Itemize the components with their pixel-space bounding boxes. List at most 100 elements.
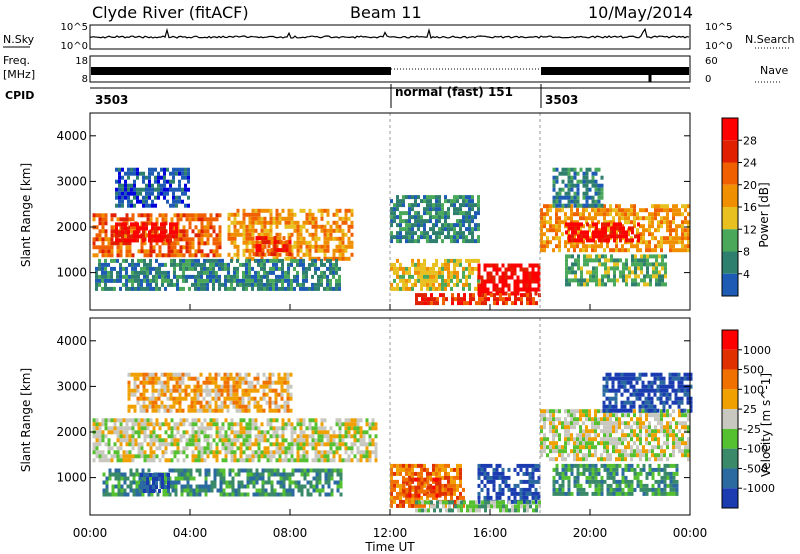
velocity-cell xyxy=(251,442,255,447)
power-cell xyxy=(118,191,121,196)
power-cell xyxy=(595,266,598,271)
power-cell xyxy=(317,236,321,241)
velocity-cell xyxy=(393,499,396,504)
power-cell xyxy=(660,224,663,229)
power-cell xyxy=(583,254,586,259)
power-cell xyxy=(687,204,690,209)
velocity-cell xyxy=(196,408,200,413)
velocity-cell xyxy=(393,471,396,476)
power-cell xyxy=(233,228,237,233)
velocity-cell xyxy=(191,430,195,435)
power-cell xyxy=(119,274,122,279)
velocity-cell xyxy=(347,426,351,431)
power-cell xyxy=(441,286,444,291)
power-cell xyxy=(687,220,690,225)
power-cell xyxy=(426,231,429,236)
velocity-cell xyxy=(142,408,146,413)
velocity-cell xyxy=(414,471,417,476)
power-cell xyxy=(212,262,215,267)
power-cell xyxy=(586,238,589,243)
power-cell xyxy=(329,258,332,263)
power-cell xyxy=(432,270,435,275)
velocity-cell xyxy=(286,404,290,409)
power-cell xyxy=(206,286,209,291)
power-cell xyxy=(633,216,636,221)
power-cell xyxy=(143,241,147,246)
power-cell xyxy=(98,217,102,222)
velocity-cell xyxy=(279,476,283,481)
power-cell xyxy=(248,258,251,263)
velocity-cell xyxy=(457,504,460,509)
power-cell xyxy=(450,258,453,263)
power-cell xyxy=(576,183,580,188)
power-cell xyxy=(447,274,450,279)
velocity-cell xyxy=(317,430,321,435)
power-cell xyxy=(462,266,465,271)
velocity-cell xyxy=(241,400,245,405)
power-cell xyxy=(510,263,514,268)
power-cell xyxy=(492,283,496,288)
velocity-cell xyxy=(537,475,541,480)
power-cell xyxy=(191,229,195,234)
velocity-cell xyxy=(417,477,421,482)
power-cell xyxy=(182,237,186,242)
power-cell xyxy=(426,219,429,224)
power-cell xyxy=(326,240,330,245)
velocity-cell xyxy=(195,468,199,473)
velocity-cell xyxy=(247,408,251,413)
power-cell xyxy=(239,262,242,267)
power-cell xyxy=(118,183,121,188)
power-cell xyxy=(104,274,107,279)
power-cell xyxy=(508,293,511,298)
power-cell xyxy=(423,199,426,204)
power-cell xyxy=(320,248,324,253)
velocity-cell xyxy=(338,446,342,451)
velocity-cell xyxy=(324,476,328,481)
power-cell xyxy=(287,274,290,279)
velocity-cell xyxy=(117,492,121,497)
velocity-cell xyxy=(420,489,424,494)
power-cell xyxy=(477,278,480,283)
velocity-cell xyxy=(262,408,266,413)
power-cell xyxy=(643,258,646,263)
velocity-cell xyxy=(195,488,199,493)
velocity-cell xyxy=(312,468,316,473)
power-cell xyxy=(529,293,532,298)
power-cell xyxy=(570,175,574,180)
power-cell xyxy=(188,266,191,271)
power-cell xyxy=(456,270,459,275)
power-cell xyxy=(462,219,465,224)
power-cell xyxy=(630,208,633,213)
velocity-cell xyxy=(191,418,195,423)
velocity-cell xyxy=(200,450,204,455)
cpid-segment-1: 3503 xyxy=(95,93,128,107)
velocity-cell xyxy=(263,446,267,451)
power-cell xyxy=(267,244,271,249)
power-cell xyxy=(396,235,399,240)
power-cell xyxy=(582,171,586,176)
power-cell xyxy=(654,244,657,249)
velocity-cell xyxy=(184,392,188,397)
power-cell xyxy=(133,187,136,192)
velocity-cell xyxy=(402,477,406,482)
velocity-cell xyxy=(232,384,236,389)
power-cell xyxy=(646,274,649,279)
power-cell xyxy=(420,274,423,279)
power-cell xyxy=(167,274,170,279)
velocity-cell xyxy=(359,458,363,463)
velocity-cell xyxy=(185,418,189,423)
power-cell xyxy=(173,253,177,258)
velocity-cell xyxy=(174,476,178,481)
velocity-cell xyxy=(95,442,99,447)
power-cell xyxy=(595,222,598,227)
power-cell xyxy=(293,244,297,249)
power-cell xyxy=(257,208,261,213)
velocity-cell xyxy=(270,484,274,489)
velocity-cell xyxy=(164,438,168,443)
power-cell xyxy=(432,227,435,232)
velocity-cell xyxy=(116,446,120,451)
power-cell xyxy=(158,253,162,258)
velocity-cell xyxy=(156,492,160,497)
power-cell xyxy=(519,267,523,272)
power-cell xyxy=(672,240,675,245)
